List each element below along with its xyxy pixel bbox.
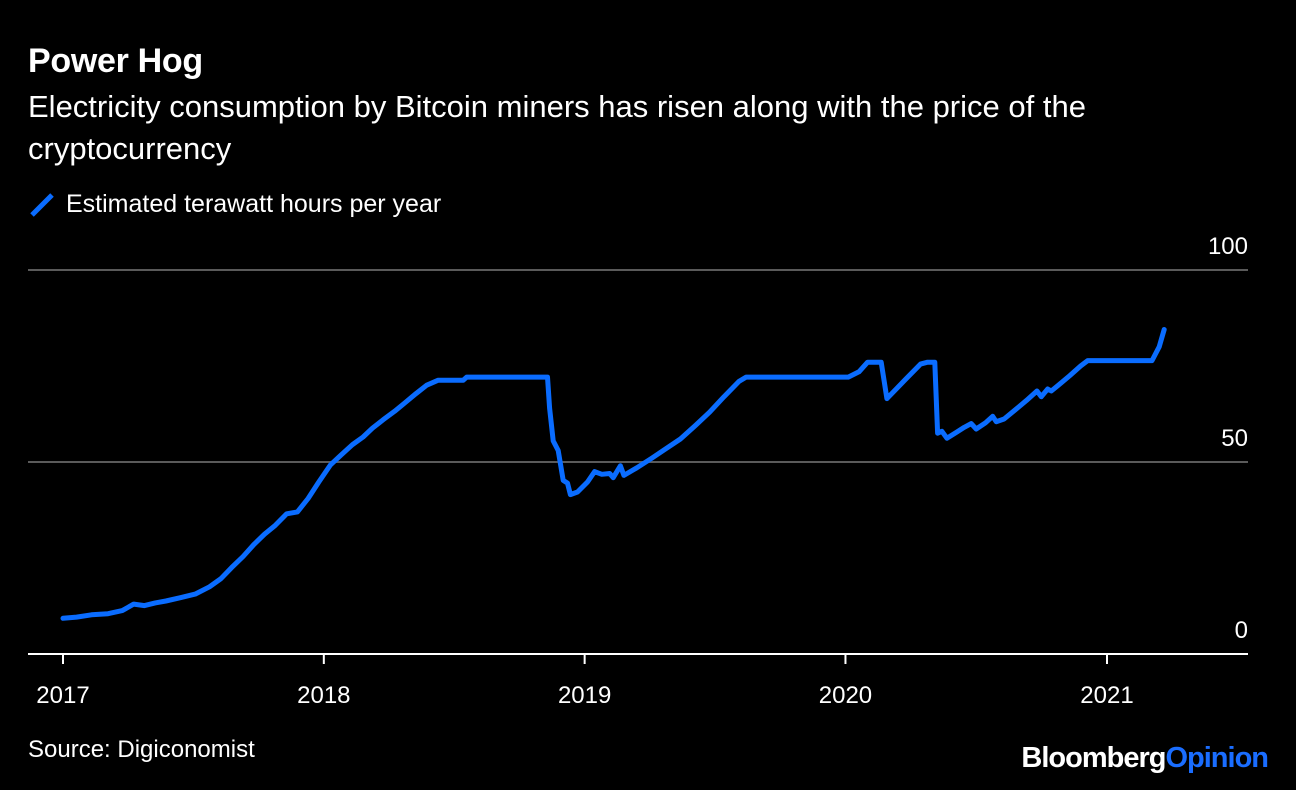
y-tick-label-0: 0 xyxy=(1235,617,1248,644)
brand-secondary: Opinion xyxy=(1165,742,1269,774)
y-tick-label-50: 50 xyxy=(1221,425,1248,452)
x-tick-label-2017: 2017 xyxy=(36,682,89,709)
x-tick-label-2019: 2019 xyxy=(558,682,611,709)
legend: Estimated terawatt hours per year xyxy=(28,190,441,219)
brand-primary: Bloomberg xyxy=(1021,742,1166,774)
x-tick-label-2021: 2021 xyxy=(1080,682,1133,709)
chart-subtitle: Electricity consumption by Bitcoin miner… xyxy=(28,89,1086,166)
legend-swatch-icon xyxy=(30,192,54,217)
x-axis: 2017 2018 2019 2020 2021 xyxy=(28,653,1248,709)
brand-logo: BloombergOpinion xyxy=(1021,742,1269,775)
grid-lines xyxy=(28,269,1248,463)
series-line-0 xyxy=(60,327,1167,621)
source-note: Source: Digiconomist xyxy=(28,736,255,763)
chart-title: Power Hog xyxy=(28,42,203,80)
legend-label: Estimated terawatt hours per year xyxy=(66,190,442,218)
x-tick-label-2018: 2018 xyxy=(297,682,350,709)
x-tick-label-2020: 2020 xyxy=(819,682,872,709)
y-axis-labels: 0 50 100 xyxy=(1208,233,1248,644)
y-tick-label-100: 100 xyxy=(1208,233,1248,260)
series-layer xyxy=(60,327,1167,621)
